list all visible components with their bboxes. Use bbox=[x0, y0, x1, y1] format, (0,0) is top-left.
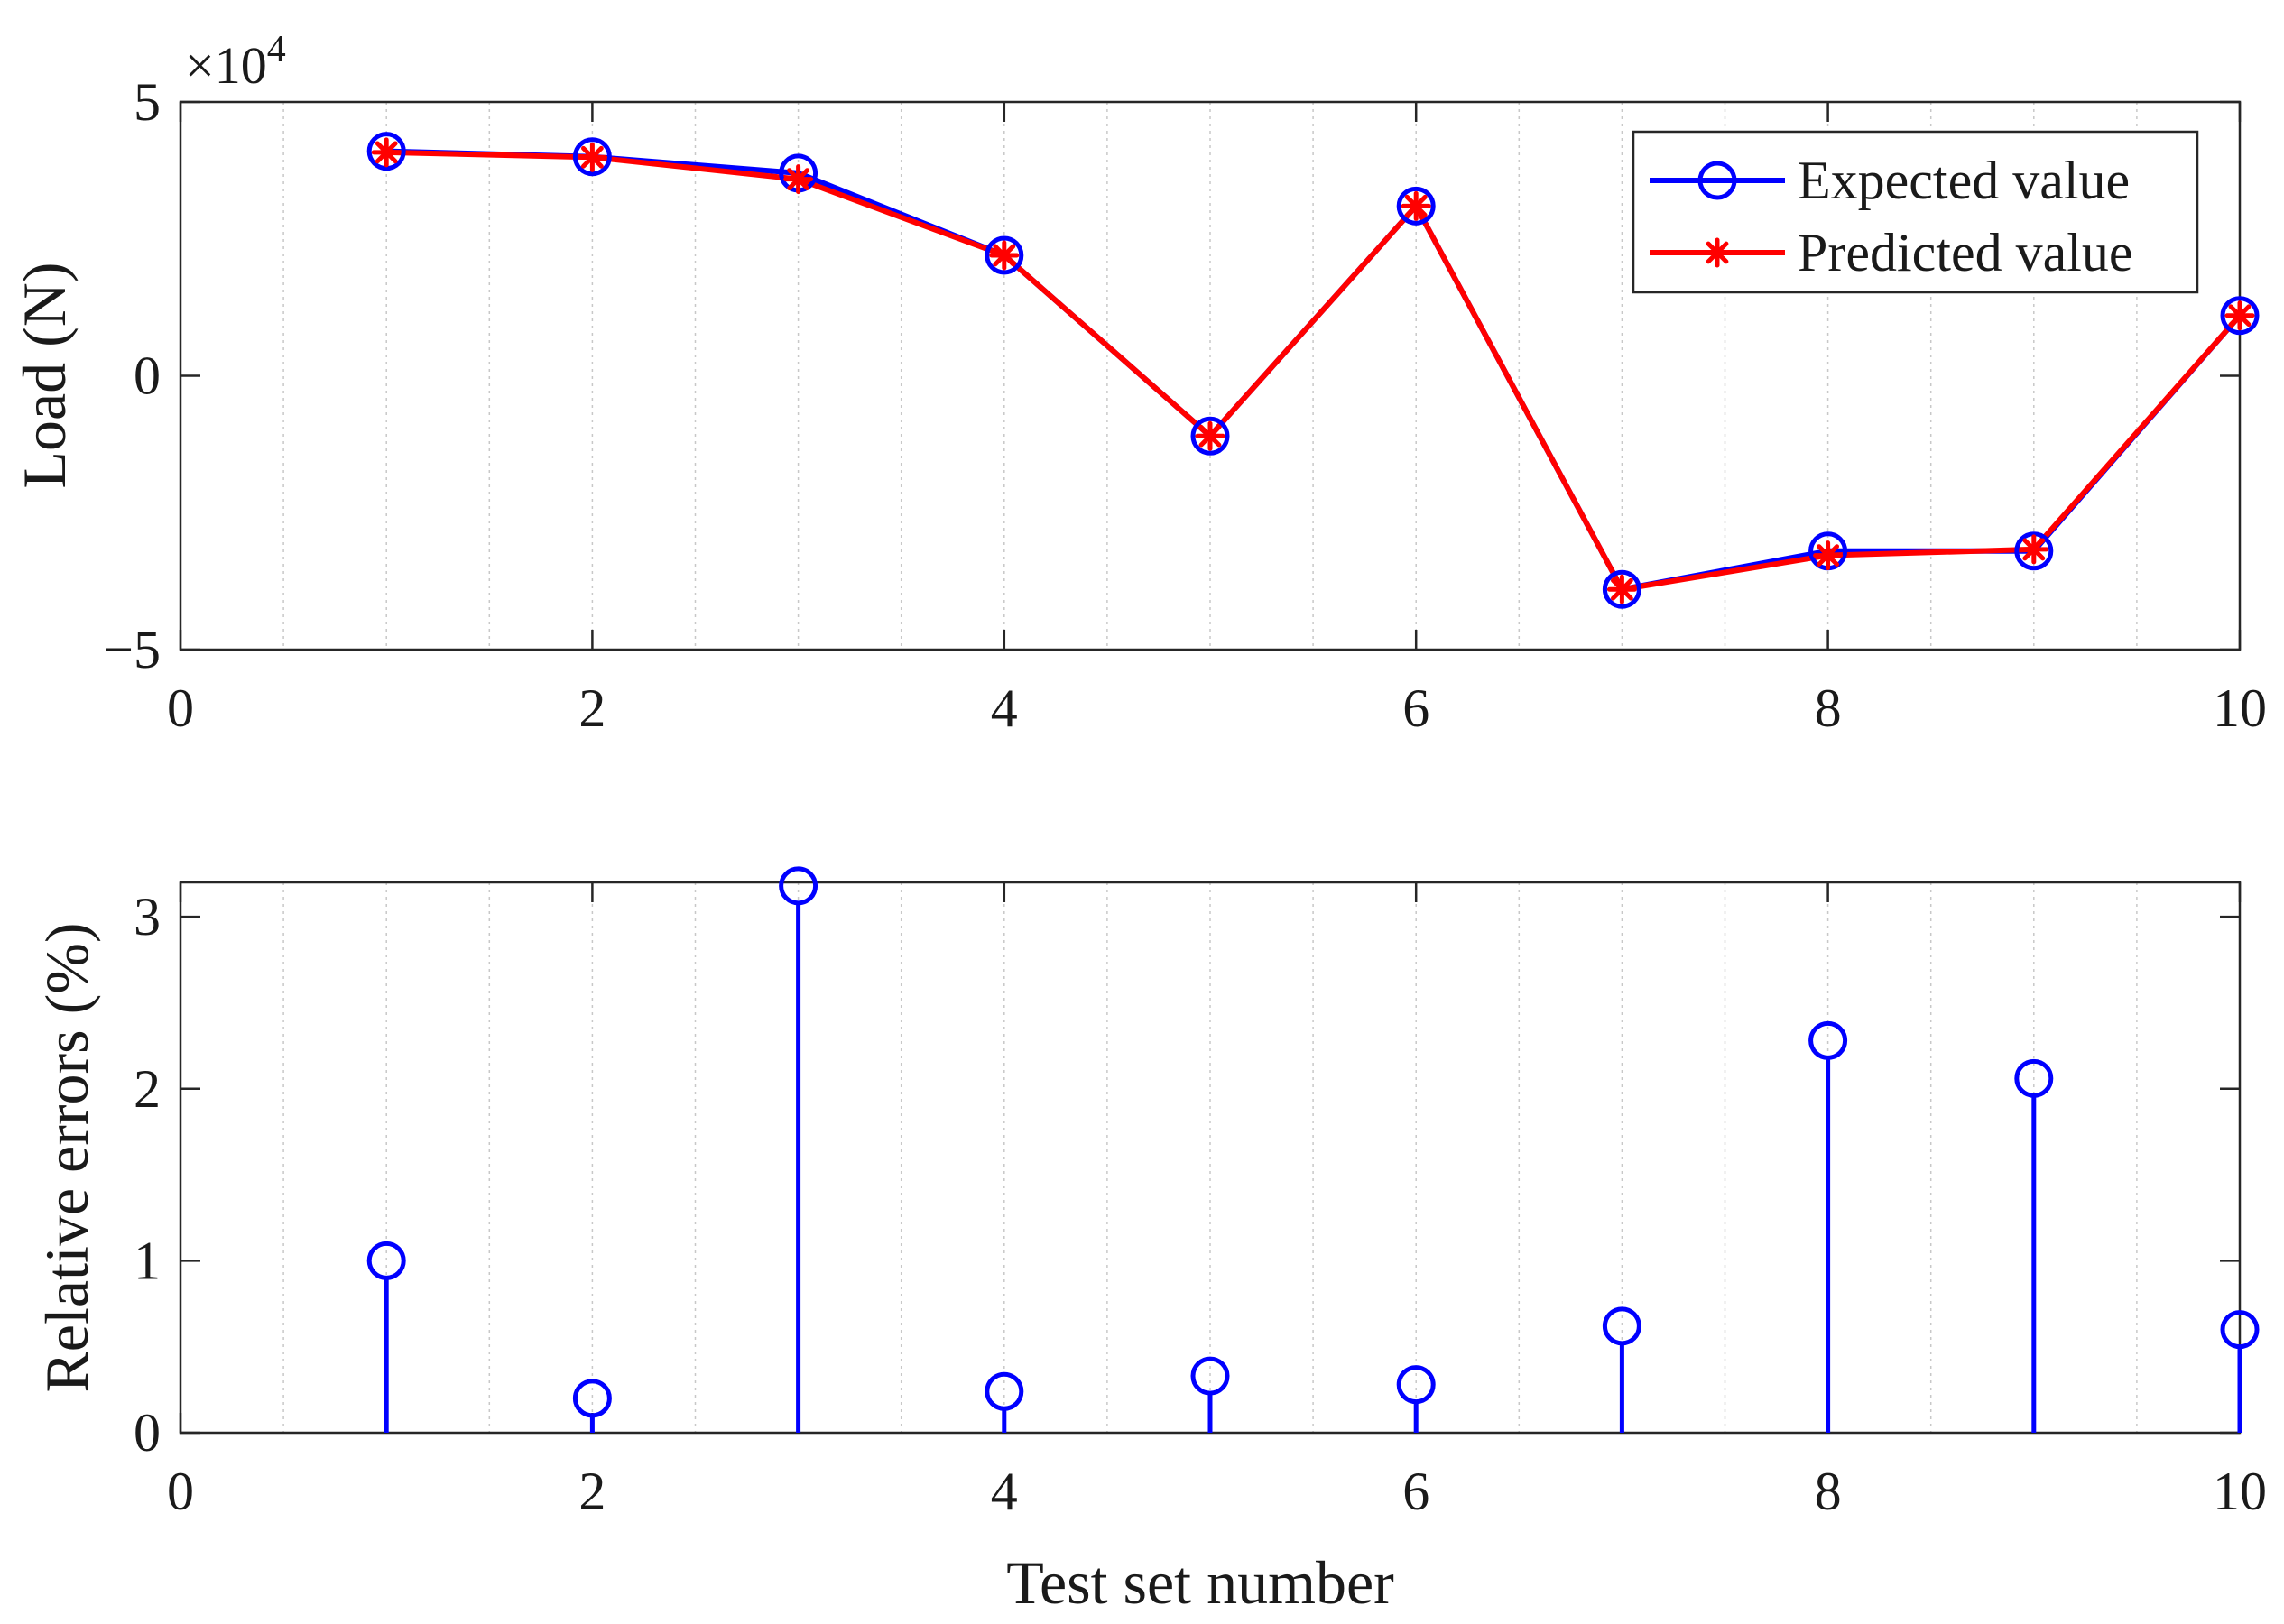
load-chart: 0 2 4 6 8 10 50−5 ×104 Load (N) Expected valu… bbox=[10, 29, 2267, 738]
predicted-value-line bbox=[386, 149, 2242, 593]
x-tick-label: 4 bbox=[991, 1462, 1018, 1521]
error-stem-marker bbox=[2220, 1310, 2260, 1350]
x-tick-label: 8 bbox=[1815, 678, 1842, 738]
legend-expected-label: Expected value bbox=[1798, 151, 2130, 210]
x-tick-label: 0 bbox=[167, 1462, 194, 1521]
error-chart-x-tick-labels: 0 2 4 6 8 10 bbox=[167, 1462, 2267, 1521]
x-tick-label: 6 bbox=[1402, 678, 1429, 738]
legend-predicted-label: Predicted value bbox=[1798, 223, 2133, 282]
error-stem-marker bbox=[1602, 1306, 1641, 1346]
x-tick-label: 2 bbox=[578, 1462, 606, 1521]
error-stem-marker bbox=[1190, 1356, 1230, 1396]
legend-predicted-marker bbox=[1702, 237, 1733, 268]
y-tick-label: 1 bbox=[134, 1231, 161, 1290]
error-stem-marker bbox=[572, 1379, 612, 1418]
load-chart-x-tick-labels: 0 2 4 6 8 10 bbox=[167, 678, 2267, 738]
expected-value-point bbox=[1602, 569, 1641, 609]
predicted-value-point bbox=[1813, 540, 1844, 571]
error-chart-grid bbox=[282, 882, 2138, 1433]
load-chart-series bbox=[366, 132, 2260, 609]
expected-value-point bbox=[1396, 186, 1436, 226]
legend: Expected value Predicted value bbox=[1632, 130, 2199, 294]
x-tick-label: 2 bbox=[578, 678, 606, 738]
x-tick-label: 10 bbox=[2213, 678, 2267, 738]
legend-star-glyph bbox=[1702, 237, 1733, 268]
y-tick-label: 0 bbox=[134, 346, 161, 406]
y-tick-label: −5 bbox=[103, 620, 161, 679]
predicted-value-point bbox=[783, 164, 814, 195]
error-stem-marker bbox=[1808, 1020, 1848, 1060]
error-stem-marker bbox=[2014, 1058, 2054, 1098]
x-tick-label: 6 bbox=[1402, 1462, 1429, 1521]
error-chart-stems bbox=[366, 866, 2260, 1433]
error-stem-marker bbox=[779, 866, 818, 906]
x-axis-label: Test set number bbox=[1006, 1548, 1394, 1617]
x-tick-label: 8 bbox=[1815, 1462, 1842, 1521]
error-stem-marker bbox=[366, 1241, 406, 1280]
y-tick-label: 2 bbox=[134, 1059, 161, 1119]
error-stem-marker bbox=[1396, 1365, 1436, 1405]
x-tick-label: 10 bbox=[2213, 1462, 2267, 1521]
error-chart-y-tick-labels: 3 2 1 0 bbox=[134, 887, 161, 1463]
error-stem-marker bbox=[985, 1371, 1024, 1411]
expected-value-point bbox=[985, 235, 1024, 275]
predicted-value-point bbox=[371, 137, 402, 168]
expected-value-point bbox=[366, 132, 406, 171]
y-exponent-label: ×104 bbox=[185, 29, 286, 95]
predicted-value-point bbox=[1401, 190, 1431, 221]
y-tick-label: 0 bbox=[134, 1403, 161, 1463]
expected-value-point bbox=[1190, 416, 1230, 456]
predicted-value-point bbox=[1195, 420, 1225, 451]
expected-value-point bbox=[2014, 531, 2054, 571]
error-y-axis-label: Relative errors (%) bbox=[32, 922, 101, 1392]
load-chart-ticks bbox=[179, 100, 2242, 651]
legend-expected-marker bbox=[1697, 161, 1737, 200]
predicted-value-point bbox=[1606, 574, 1637, 604]
y-tick-label: 3 bbox=[134, 887, 161, 946]
x-tick-label: 0 bbox=[167, 678, 194, 738]
predicted-value-point bbox=[577, 142, 607, 172]
expected-value-point bbox=[2220, 296, 2260, 336]
predicted-value-point bbox=[2019, 534, 2049, 565]
load-y-axis-label: Load (N) bbox=[10, 262, 79, 488]
legend-box bbox=[1632, 130, 2199, 294]
x-tick-label: 4 bbox=[991, 678, 1018, 738]
predicted-value-point bbox=[2224, 300, 2255, 331]
expected-value-point bbox=[572, 137, 612, 177]
load-chart-y-tick-labels: 5 0 −5 bbox=[103, 72, 161, 679]
predicted-value-point bbox=[989, 240, 1020, 271]
y-tick-label: 5 bbox=[134, 72, 161, 132]
